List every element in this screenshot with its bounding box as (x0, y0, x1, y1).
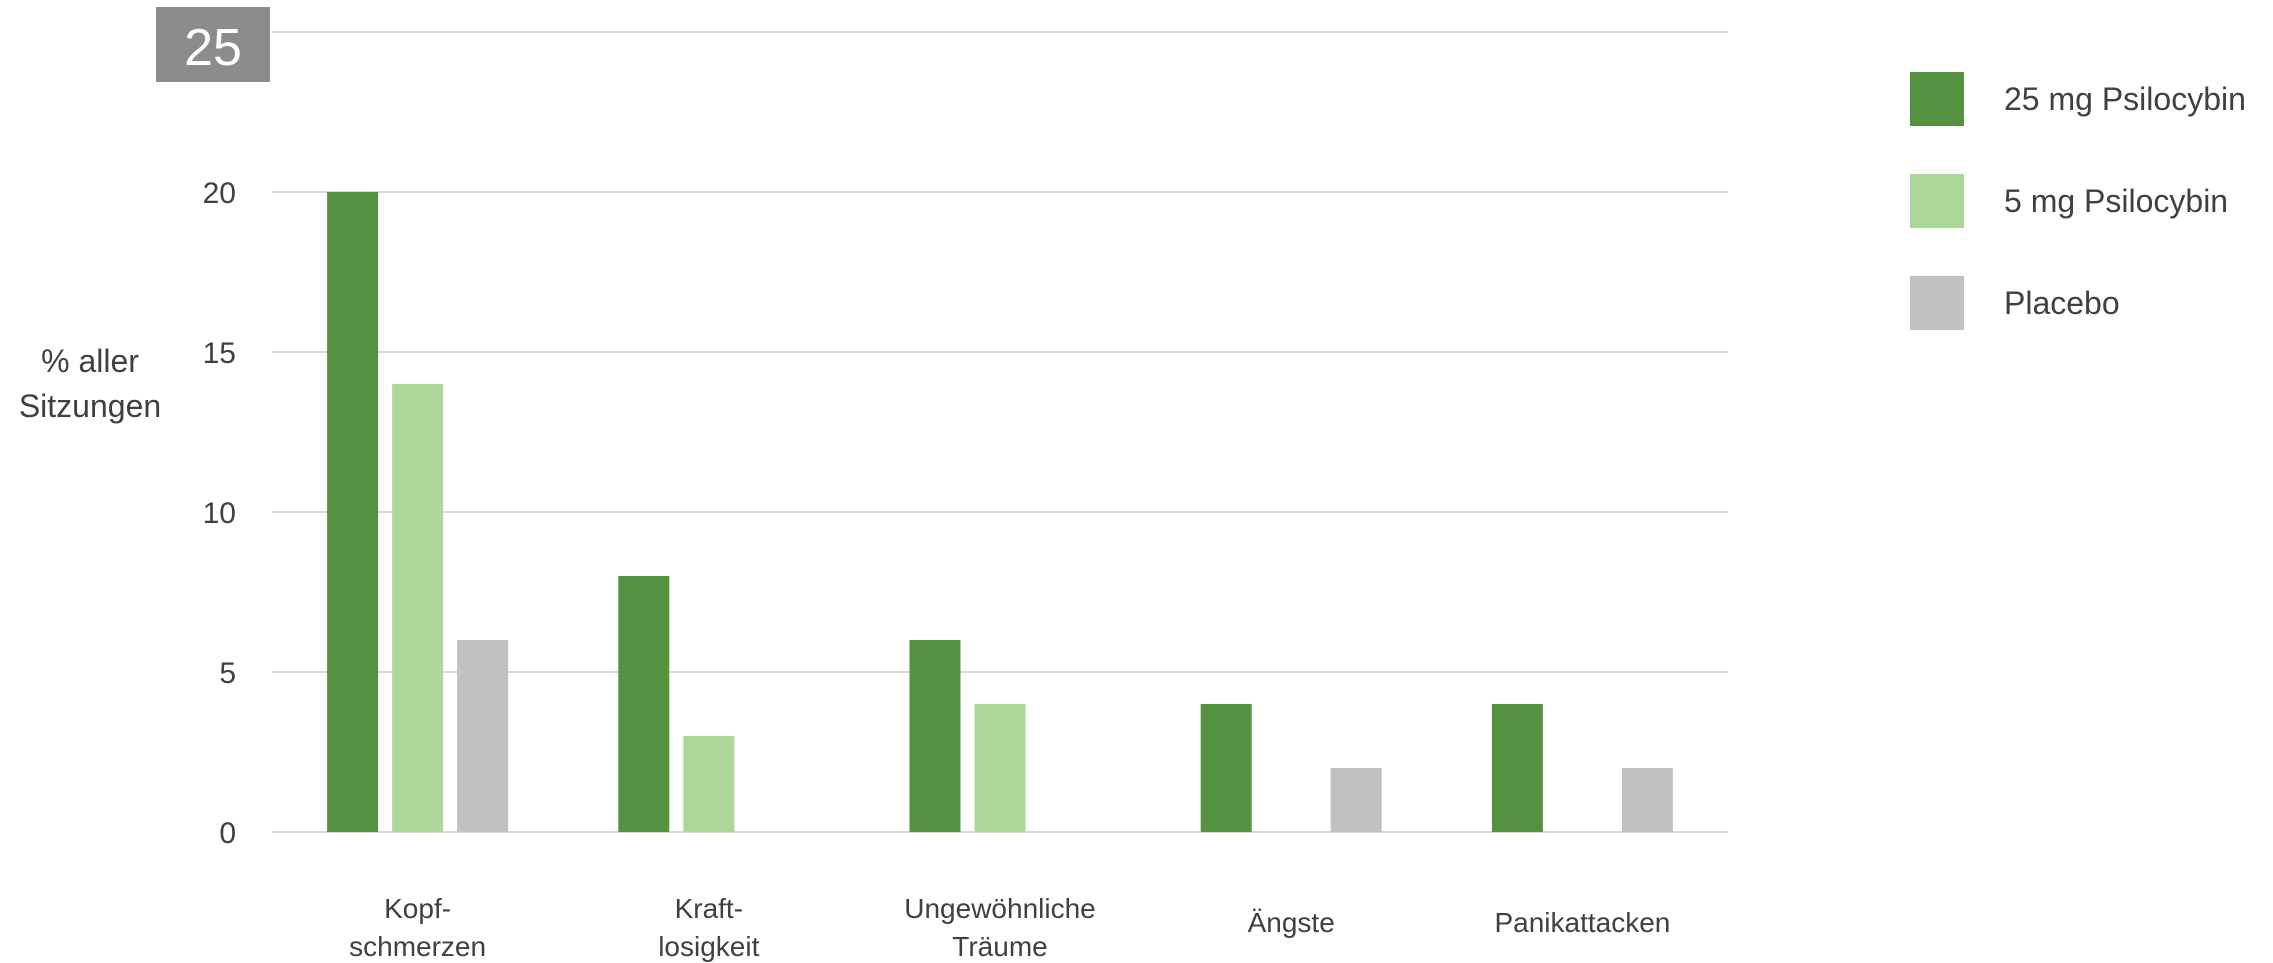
category-label: Ängste (1248, 907, 1335, 938)
bar (392, 384, 444, 832)
legend-swatch (1910, 276, 1964, 330)
category-label: losigkeit (658, 931, 759, 962)
corner-badge-text: 25 (184, 19, 242, 77)
bar (1330, 768, 1382, 832)
category-label: Kopf- (384, 893, 451, 924)
category-labels: Kopf-schmerzen Kraft-losigkeit Ungewöhnlic… (349, 893, 1670, 962)
y-axis-ticks: 0 5 10 15 20 (203, 177, 236, 850)
category-label: Träume (952, 931, 1047, 962)
bar (457, 640, 509, 832)
bar (618, 576, 670, 832)
y-tick-label: 0 (219, 817, 236, 850)
bars (327, 192, 1673, 832)
legend-label: 5 mg Psilocybin (2004, 183, 2228, 219)
bar (1621, 768, 1673, 832)
y-tick-label: 10 (203, 497, 236, 530)
bar (1491, 704, 1543, 832)
corner-badge (156, 7, 270, 82)
category-label: Ungewöhnliche (904, 893, 1095, 924)
y-axis-label-line-2: Sitzungen (19, 388, 161, 424)
y-tick-label: 5 (219, 657, 236, 690)
y-tick-label: 15 (203, 337, 236, 370)
bar (683, 736, 735, 832)
category-label: Kraft- (675, 893, 743, 924)
legend-label: 25 mg Psilocybin (2004, 81, 2246, 117)
legend: 25 mg Psilocybin 5 mg Psilocybin Placebo (1910, 72, 2246, 330)
bar (974, 704, 1026, 832)
category-label: Panikattacken (1494, 907, 1670, 938)
y-axis-label-line-1: % aller (41, 343, 139, 379)
legend-label: Placebo (2004, 285, 2120, 321)
y-tick-label: 20 (203, 177, 236, 210)
bar (909, 640, 961, 832)
bar (327, 192, 379, 832)
bar (1200, 704, 1252, 832)
legend-swatch (1910, 72, 1964, 126)
category-label: schmerzen (349, 931, 486, 962)
legend-swatch (1910, 174, 1964, 228)
gridlines (272, 31, 1728, 833)
